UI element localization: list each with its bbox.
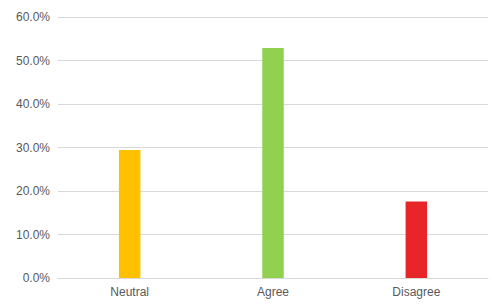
svg-text:Agree: Agree — [257, 285, 289, 299]
svg-text:20.0%: 20.0% — [16, 184, 50, 198]
svg-text:50.0%: 50.0% — [16, 54, 50, 68]
svg-text:0.0%: 0.0% — [23, 271, 51, 285]
svg-text:Neutral: Neutral — [110, 285, 149, 299]
svg-text:40.0%: 40.0% — [16, 97, 50, 111]
svg-text:Disagree: Disagree — [392, 285, 440, 299]
svg-text:10.0%: 10.0% — [16, 228, 50, 242]
svg-text:60.0%: 60.0% — [16, 10, 50, 24]
svg-text:30.0%: 30.0% — [16, 141, 50, 155]
